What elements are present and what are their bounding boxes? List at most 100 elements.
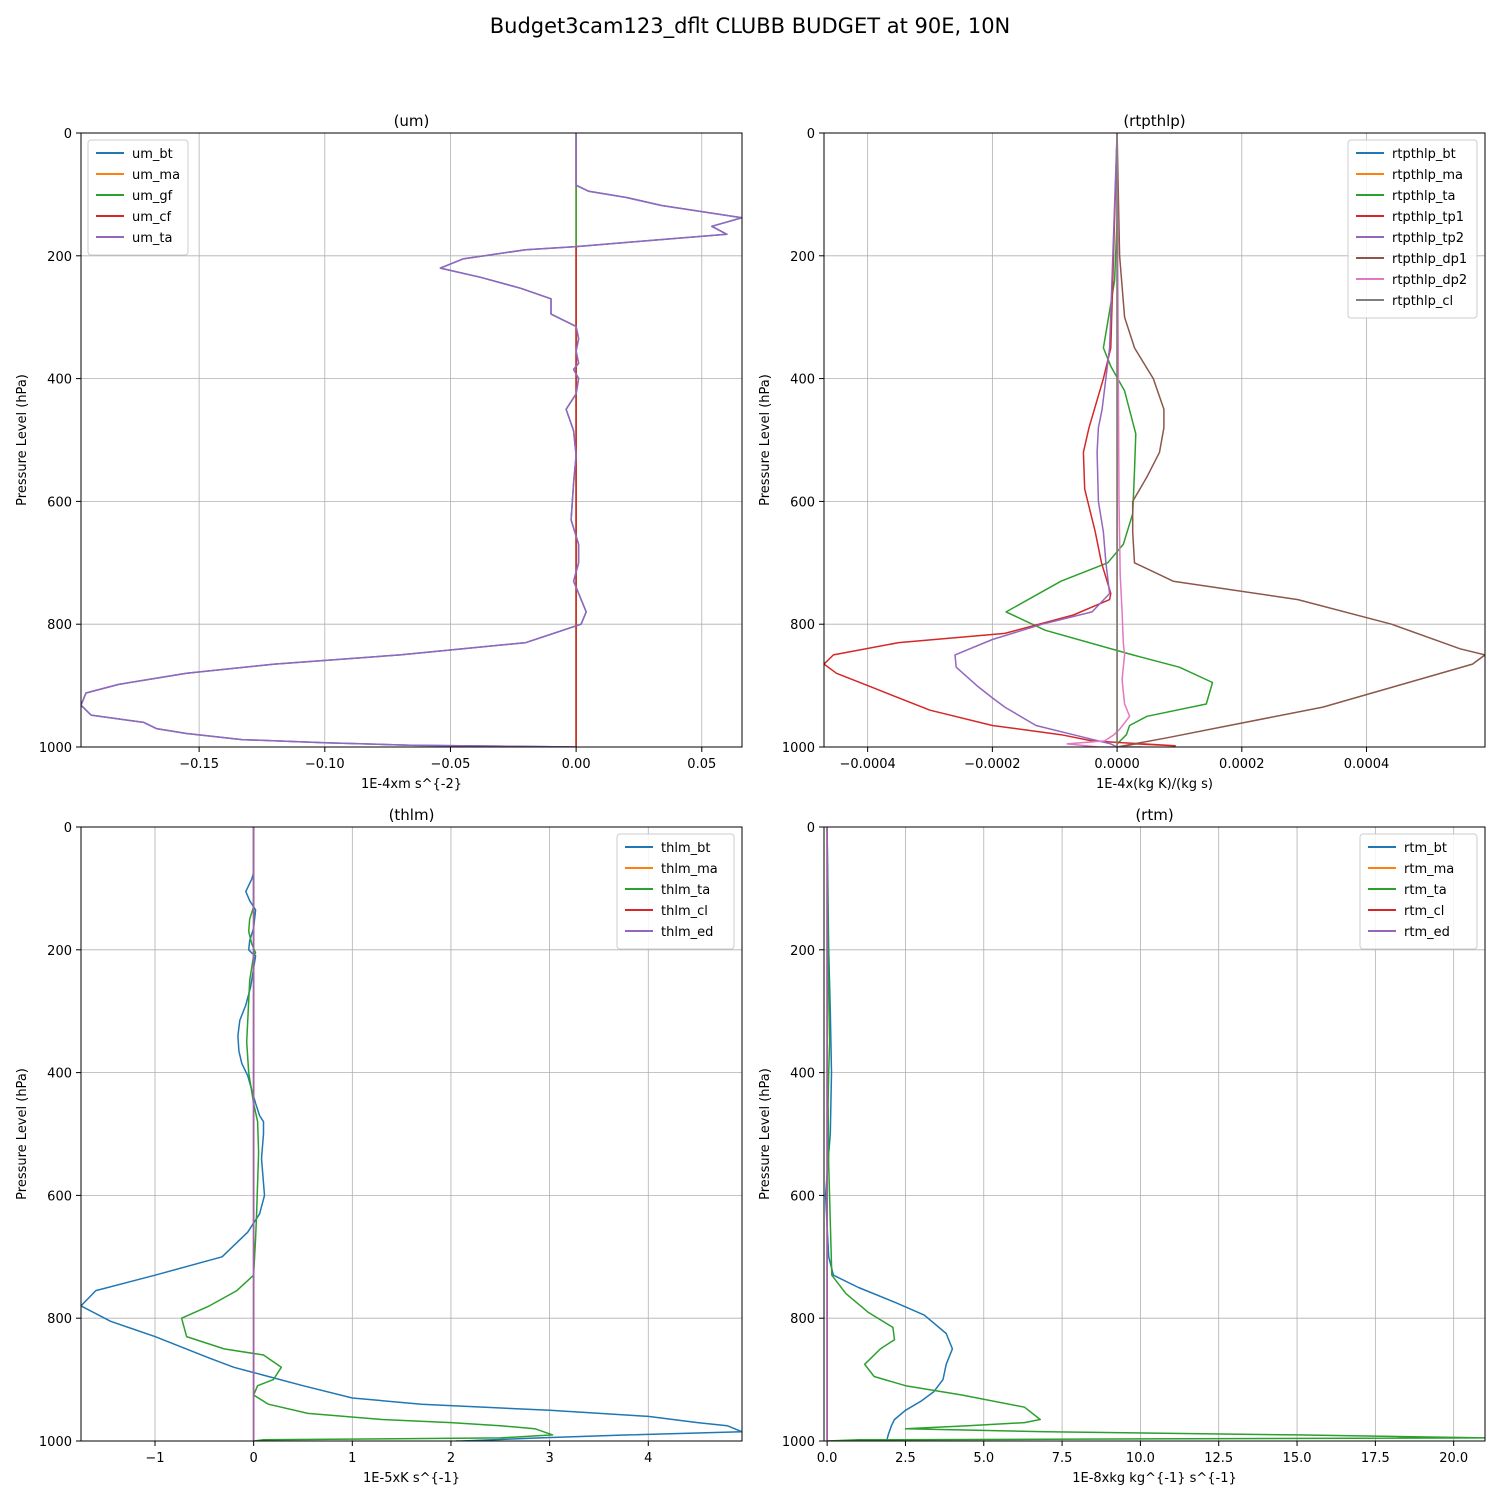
legend-box [1347, 139, 1478, 319]
y-tick-label: 400 [47, 1067, 72, 1082]
legend-label: rtpthlp_tp2 [1392, 231, 1464, 246]
legend-label: rtm_ma [1404, 862, 1454, 877]
series-group [81, 133, 742, 747]
x-tick-label: 0.0000 [1094, 757, 1140, 772]
x-tick-label: 0.00 [562, 757, 591, 772]
x-tick-label: 2.5 [895, 1451, 916, 1466]
legend-label: rtm_ed [1404, 925, 1450, 940]
x-tick-label: 15.0 [1283, 1451, 1312, 1466]
y-axis-label: Pressure Level (hPa) [758, 374, 773, 506]
y-tick-label: 200 [47, 944, 72, 959]
y-tick-label: 400 [790, 373, 815, 388]
x-axis-label: 1E-4xm s^{-2} [361, 777, 462, 792]
x-tick-label: 1 [348, 1451, 356, 1466]
plot-frame [80, 826, 743, 1442]
x-tick-label: −0.05 [431, 757, 471, 772]
legend-label: rtpthlp_ta [1392, 189, 1455, 204]
x-tick-label: 0.0002 [1219, 757, 1265, 772]
legend-label: rtpthlp_dp2 [1392, 273, 1467, 288]
figure-title: Budget3cam123_dflt CLUBB BUDGET at 90E, … [489, 14, 1011, 38]
x-tick-label: 0.05 [687, 757, 716, 772]
x-tick-label: −0.10 [305, 757, 345, 772]
y-tick-label: 0 [64, 127, 72, 142]
legend-label: rtpthlp_dp1 [1392, 252, 1467, 267]
legend-box [87, 139, 189, 256]
y-axis-label: Pressure Level (hPa) [15, 1068, 30, 1200]
series-line-rtm_ta [826, 827, 1485, 1441]
legend-label: rtpthlp_tp1 [1392, 210, 1464, 225]
y-tick-label: 400 [47, 373, 72, 388]
legend-label: um_ma [132, 168, 180, 183]
legend-box [616, 833, 735, 950]
y-tick-label: 0 [807, 127, 815, 142]
y-tick-label: 200 [790, 944, 815, 959]
y-tick-label: 600 [790, 1189, 815, 1204]
y-tick-label: 600 [790, 495, 815, 510]
x-tick-label: −0.15 [179, 757, 219, 772]
subplot-title: (um) [394, 112, 430, 130]
y-tick-label: 800 [790, 618, 815, 633]
subplot-title: (rtpthlp) [1123, 112, 1185, 130]
series-line-thlm_ta [180, 827, 554, 1441]
x-tick-label: 3 [545, 1451, 553, 1466]
series-line-rtm_bt [824, 827, 954, 1441]
y-tick-label: 1000 [39, 741, 72, 756]
plot-frame [80, 132, 743, 748]
y-axis-label: Pressure Level (hPa) [15, 374, 30, 506]
x-tick-label: 2 [447, 1451, 455, 1466]
x-tick-label: 10.0 [1126, 1451, 1155, 1466]
y-tick-label: 0 [807, 821, 815, 836]
x-axis-label: 1E-4x(kg K)/(kg s) [1096, 777, 1213, 792]
legend-label: rtpthlp_bt [1392, 147, 1456, 162]
subplot-2: −0.0004 −0.0002 0.0000 0.0002 0.0004 0 200 400 6… [758, 112, 1486, 792]
x-tick-label: 20.0 [1439, 1451, 1468, 1466]
legend-label: rtpthlp_ma [1392, 168, 1463, 183]
y-tick-label: 1000 [782, 741, 815, 756]
y-tick-label: 800 [47, 618, 72, 633]
y-tick-label: 200 [47, 250, 72, 265]
legend-label: thlm_bt [661, 841, 710, 856]
y-tick-label: 600 [47, 495, 72, 510]
series-line-rtpthlp_ta [1005, 133, 1214, 747]
x-tick-label: −1 [145, 1451, 164, 1466]
y-axis-label: Pressure Level (hPa) [758, 1068, 773, 1200]
x-tick-label: 5.0 [973, 1451, 994, 1466]
subplot-title: (rtm) [1135, 806, 1173, 824]
series-line-rtpthlp_tp2 [954, 133, 1118, 747]
series-line-rtpthlp_dp1 [1116, 133, 1485, 747]
series-group [824, 827, 1485, 1441]
legend: rtm_bt rtm_ma rtm_ta rtm_cl rtm_ed [1359, 833, 1478, 950]
y-tick-label: 800 [47, 1312, 72, 1327]
series-line-um_ta [81, 133, 742, 747]
x-tick-label: 0.0004 [1344, 757, 1390, 772]
y-tick-label: 800 [790, 1312, 815, 1327]
y-tick-label: 600 [47, 1189, 72, 1204]
series-line-rtpthlp_dp2 [1066, 133, 1143, 747]
x-tick-label: −0.0002 [964, 757, 1020, 772]
legend: thlm_bt thlm_ma thlm_ta thlm_cl thlm_ed [616, 833, 735, 950]
legend: um_bt um_ma um_gf um_cf um_ta [87, 139, 189, 256]
plot-frame [823, 826, 1486, 1442]
legend-label: rtm_bt [1404, 841, 1447, 856]
subplot-1: −0.15 −0.10 −0.05 0.00 0.05 0 200 400 600 800 1000… [15, 112, 743, 792]
y-tick-label: 200 [790, 250, 815, 265]
legend-label: thlm_ma [661, 862, 718, 877]
legend-label: um_gf [132, 189, 173, 204]
legend-label: thlm_ta [661, 883, 710, 898]
series-group [824, 133, 1485, 747]
legend-label: um_cf [132, 210, 172, 225]
legend-label: thlm_cl [661, 904, 708, 919]
legend-label: rtpthlp_cl [1392, 294, 1453, 309]
y-tick-label: 0 [64, 821, 72, 836]
legend-label: um_ta [132, 231, 172, 246]
x-tick-label: 7.5 [1052, 1451, 1073, 1466]
legend-label: rtm_ta [1404, 883, 1447, 898]
y-tick-label: 400 [790, 1067, 815, 1082]
x-tick-label: 12.5 [1204, 1451, 1233, 1466]
legend-label: thlm_ed [661, 925, 713, 940]
legend-label: rtm_cl [1404, 904, 1444, 919]
legend: rtpthlp_bt rtpthlp_ma rtpthlp_ta rtpthlp_tp… [1347, 139, 1478, 319]
x-tick-label: −0.0004 [839, 757, 895, 772]
legend-box [1359, 833, 1478, 950]
